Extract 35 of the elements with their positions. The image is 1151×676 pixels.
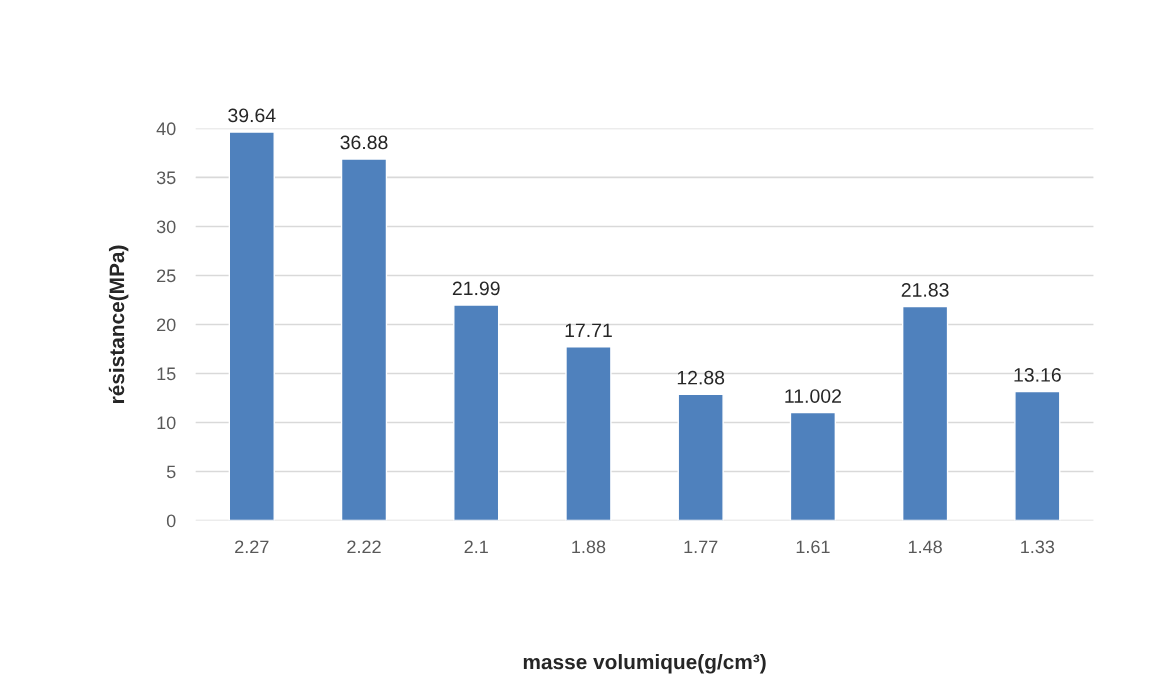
data-label: 21.99 <box>452 281 500 296</box>
x-tick-label: 1.88 <box>572 540 606 554</box>
y-tick-label: 20 <box>157 318 176 332</box>
x-tick-label: 2.1 <box>464 540 488 554</box>
data-label: 21.83 <box>901 283 949 297</box>
x-axis-title: masse volumique(g/cm³) <box>523 654 766 674</box>
x-tick-label: 2.22 <box>347 540 381 554</box>
x-tick-label: 2.27 <box>235 540 269 554</box>
bar <box>565 346 612 521</box>
data-label: 13.16 <box>1014 368 1061 382</box>
bar <box>1014 390 1061 521</box>
data-label: 36.88 <box>340 135 388 150</box>
x-tick-label: 1.48 <box>908 540 942 554</box>
bar <box>677 393 724 521</box>
bar <box>901 305 949 521</box>
y-tick-label: 25 <box>157 269 176 283</box>
data-label: 11.002 <box>785 389 841 403</box>
bar <box>789 411 837 521</box>
bar <box>228 131 275 521</box>
data-label: 17.71 <box>565 323 612 338</box>
y-tick-label: 0 <box>166 514 176 528</box>
data-label: 39.64 <box>228 108 276 123</box>
x-tick-label: 1.77 <box>684 540 718 554</box>
data-label: 12.88 <box>677 370 725 385</box>
y-tick-label: 40 <box>156 122 176 136</box>
y-tick-label: 35 <box>156 171 176 185</box>
bar <box>453 304 500 521</box>
y-tick-label: 10 <box>157 416 176 430</box>
x-tick-label: 1.33 <box>1021 540 1055 554</box>
y-tick-label: 15 <box>157 367 176 381</box>
y-tick-label: 30 <box>156 220 176 234</box>
y-tick-label: 5 <box>166 465 176 479</box>
bar <box>340 158 388 521</box>
x-tick-label: 1.61 <box>796 540 830 554</box>
y-axis-title: résistance(MPa) <box>108 245 129 403</box>
